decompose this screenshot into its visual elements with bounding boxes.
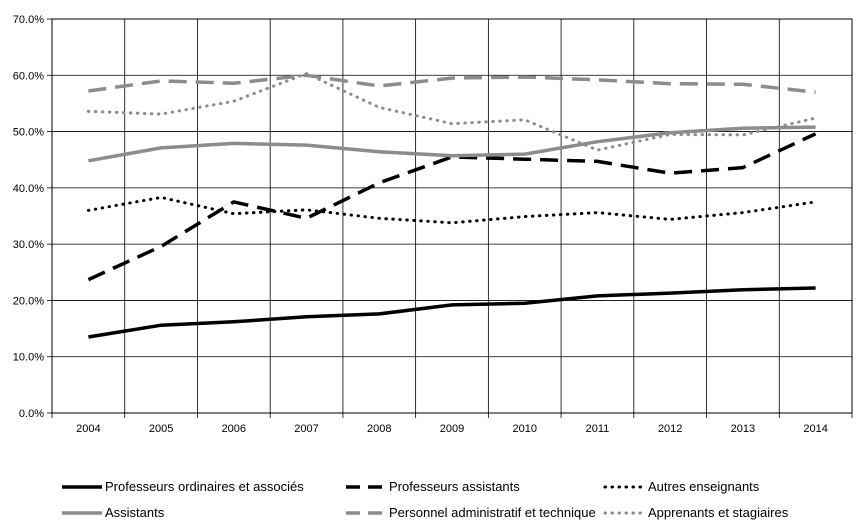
series-lines xyxy=(86,72,818,339)
legend: Professeurs ordinaires et associés Profes… xyxy=(62,479,789,520)
y-axis: 0.0% 10.0% 20.0% 30.0% 40.0% 50.0% 60.0% 70.0% xyxy=(13,14,52,420)
x-tick-label: 2012 xyxy=(658,423,682,435)
y-tick-label: 50.0% xyxy=(13,127,44,139)
series-line-1 xyxy=(88,286,816,339)
x-tick-label: 2004 xyxy=(76,423,100,435)
x-tick-label: 2005 xyxy=(149,423,173,435)
x-tick-label: 2007 xyxy=(294,423,318,435)
x-tick-label: 2013 xyxy=(731,423,755,435)
x-axis: 2004 2005 2006 2007 2008 2009 2010 2011 2012 2013… xyxy=(51,413,853,435)
x-tick-label: 2008 xyxy=(367,423,391,435)
y-tick-label: 70.0% xyxy=(13,14,44,26)
legend-label: Professeurs ordinaires et associés xyxy=(105,479,304,494)
y-tick-label: 0.0% xyxy=(19,408,44,420)
legend-label: Assistants xyxy=(105,505,165,520)
y-tick-label: 10.0% xyxy=(13,352,44,364)
series-line-2 xyxy=(87,132,817,282)
series-line-5 xyxy=(88,73,816,94)
legend-label: Professeurs assistants xyxy=(389,479,520,494)
x-tick-label: 2011 xyxy=(586,423,610,435)
legend-label: Autres enseignants xyxy=(648,479,760,494)
legend-label: Apprenants et stagiaires xyxy=(648,505,789,520)
gridlines xyxy=(52,18,852,414)
x-tick-label: 2009 xyxy=(440,423,464,435)
x-tick-label: 2006 xyxy=(222,423,246,435)
series-line-4 xyxy=(88,125,816,163)
y-tick-label: 30.0% xyxy=(13,239,44,251)
legend-label: Personnel administratif et technique xyxy=(389,505,596,520)
y-tick-label: 40.0% xyxy=(13,183,44,195)
y-tick-label: 60.0% xyxy=(13,70,44,82)
x-tick-label: 2014 xyxy=(803,423,827,435)
series-line-6 xyxy=(86,72,818,152)
series-line-3 xyxy=(86,195,818,225)
x-tick-label: 2010 xyxy=(512,423,536,435)
y-tick-label: 20.0% xyxy=(13,295,44,307)
